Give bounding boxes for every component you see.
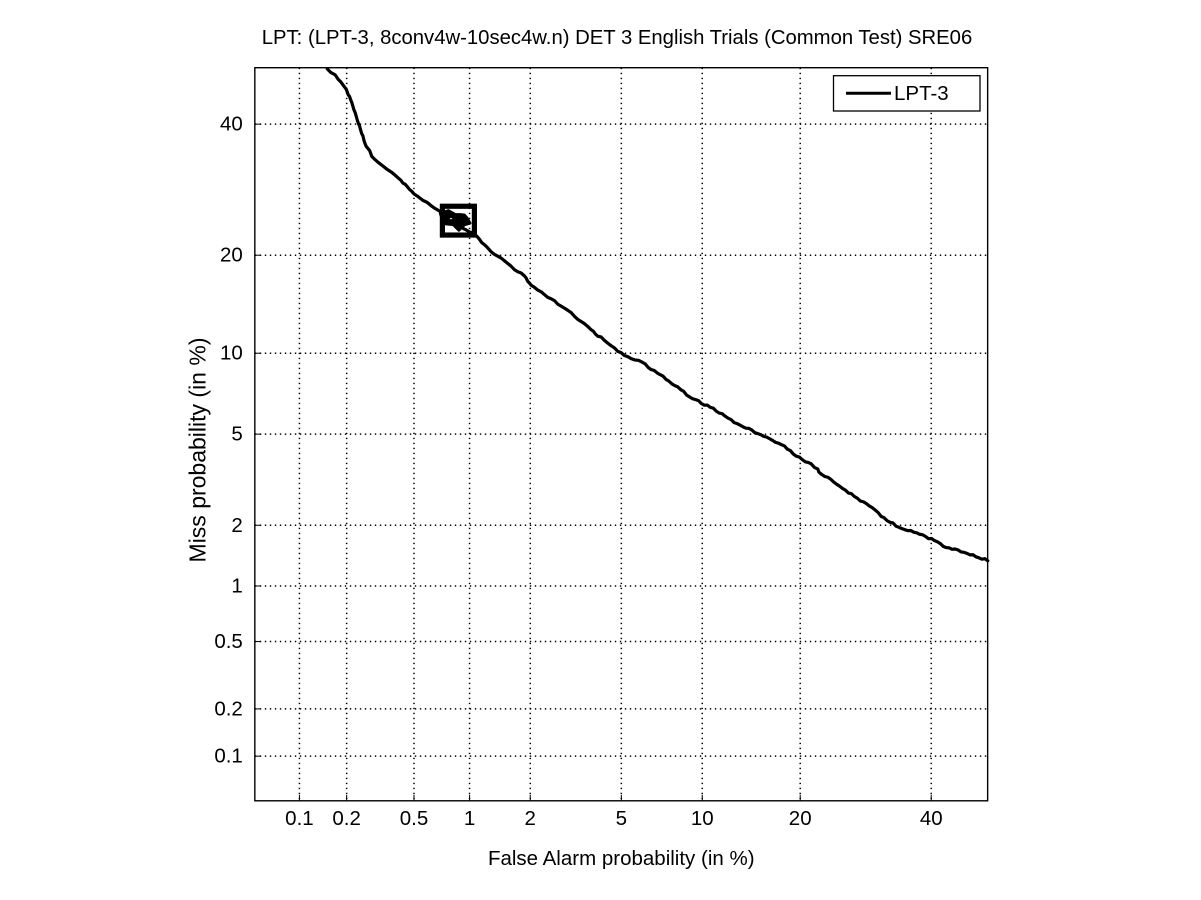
svg-text:1: 1 — [464, 807, 475, 830]
svg-text:20: 20 — [220, 244, 243, 267]
svg-text:0.2: 0.2 — [332, 807, 361, 830]
svg-text:LPT-3: LPT-3 — [894, 82, 949, 105]
svg-text:5: 5 — [231, 423, 242, 446]
svg-text:2: 2 — [525, 807, 536, 830]
svg-text:10: 10 — [220, 342, 243, 365]
svg-text:LPT: (LPT-3, 8conv4w-10sec4w.n: LPT: (LPT-3, 8conv4w-10sec4w.n) DET 3 En… — [262, 27, 973, 49]
svg-text:0.2: 0.2 — [214, 697, 243, 720]
svg-text:40: 40 — [220, 113, 243, 136]
svg-text:0.5: 0.5 — [400, 807, 429, 830]
svg-text:0.5: 0.5 — [214, 630, 243, 653]
svg-text:5: 5 — [616, 807, 627, 830]
svg-text:Miss probability (in %): Miss probability (in %) — [185, 338, 211, 563]
svg-text:False Alarm probability (in %): False Alarm probability (in %) — [488, 847, 755, 870]
svg-text:20: 20 — [789, 807, 812, 830]
svg-text:2: 2 — [231, 514, 242, 537]
svg-text:0.1: 0.1 — [285, 807, 314, 830]
svg-text:0.1: 0.1 — [214, 745, 243, 768]
svg-text:10: 10 — [691, 807, 714, 830]
svg-text:40: 40 — [920, 807, 943, 830]
svg-text:1: 1 — [231, 574, 242, 597]
